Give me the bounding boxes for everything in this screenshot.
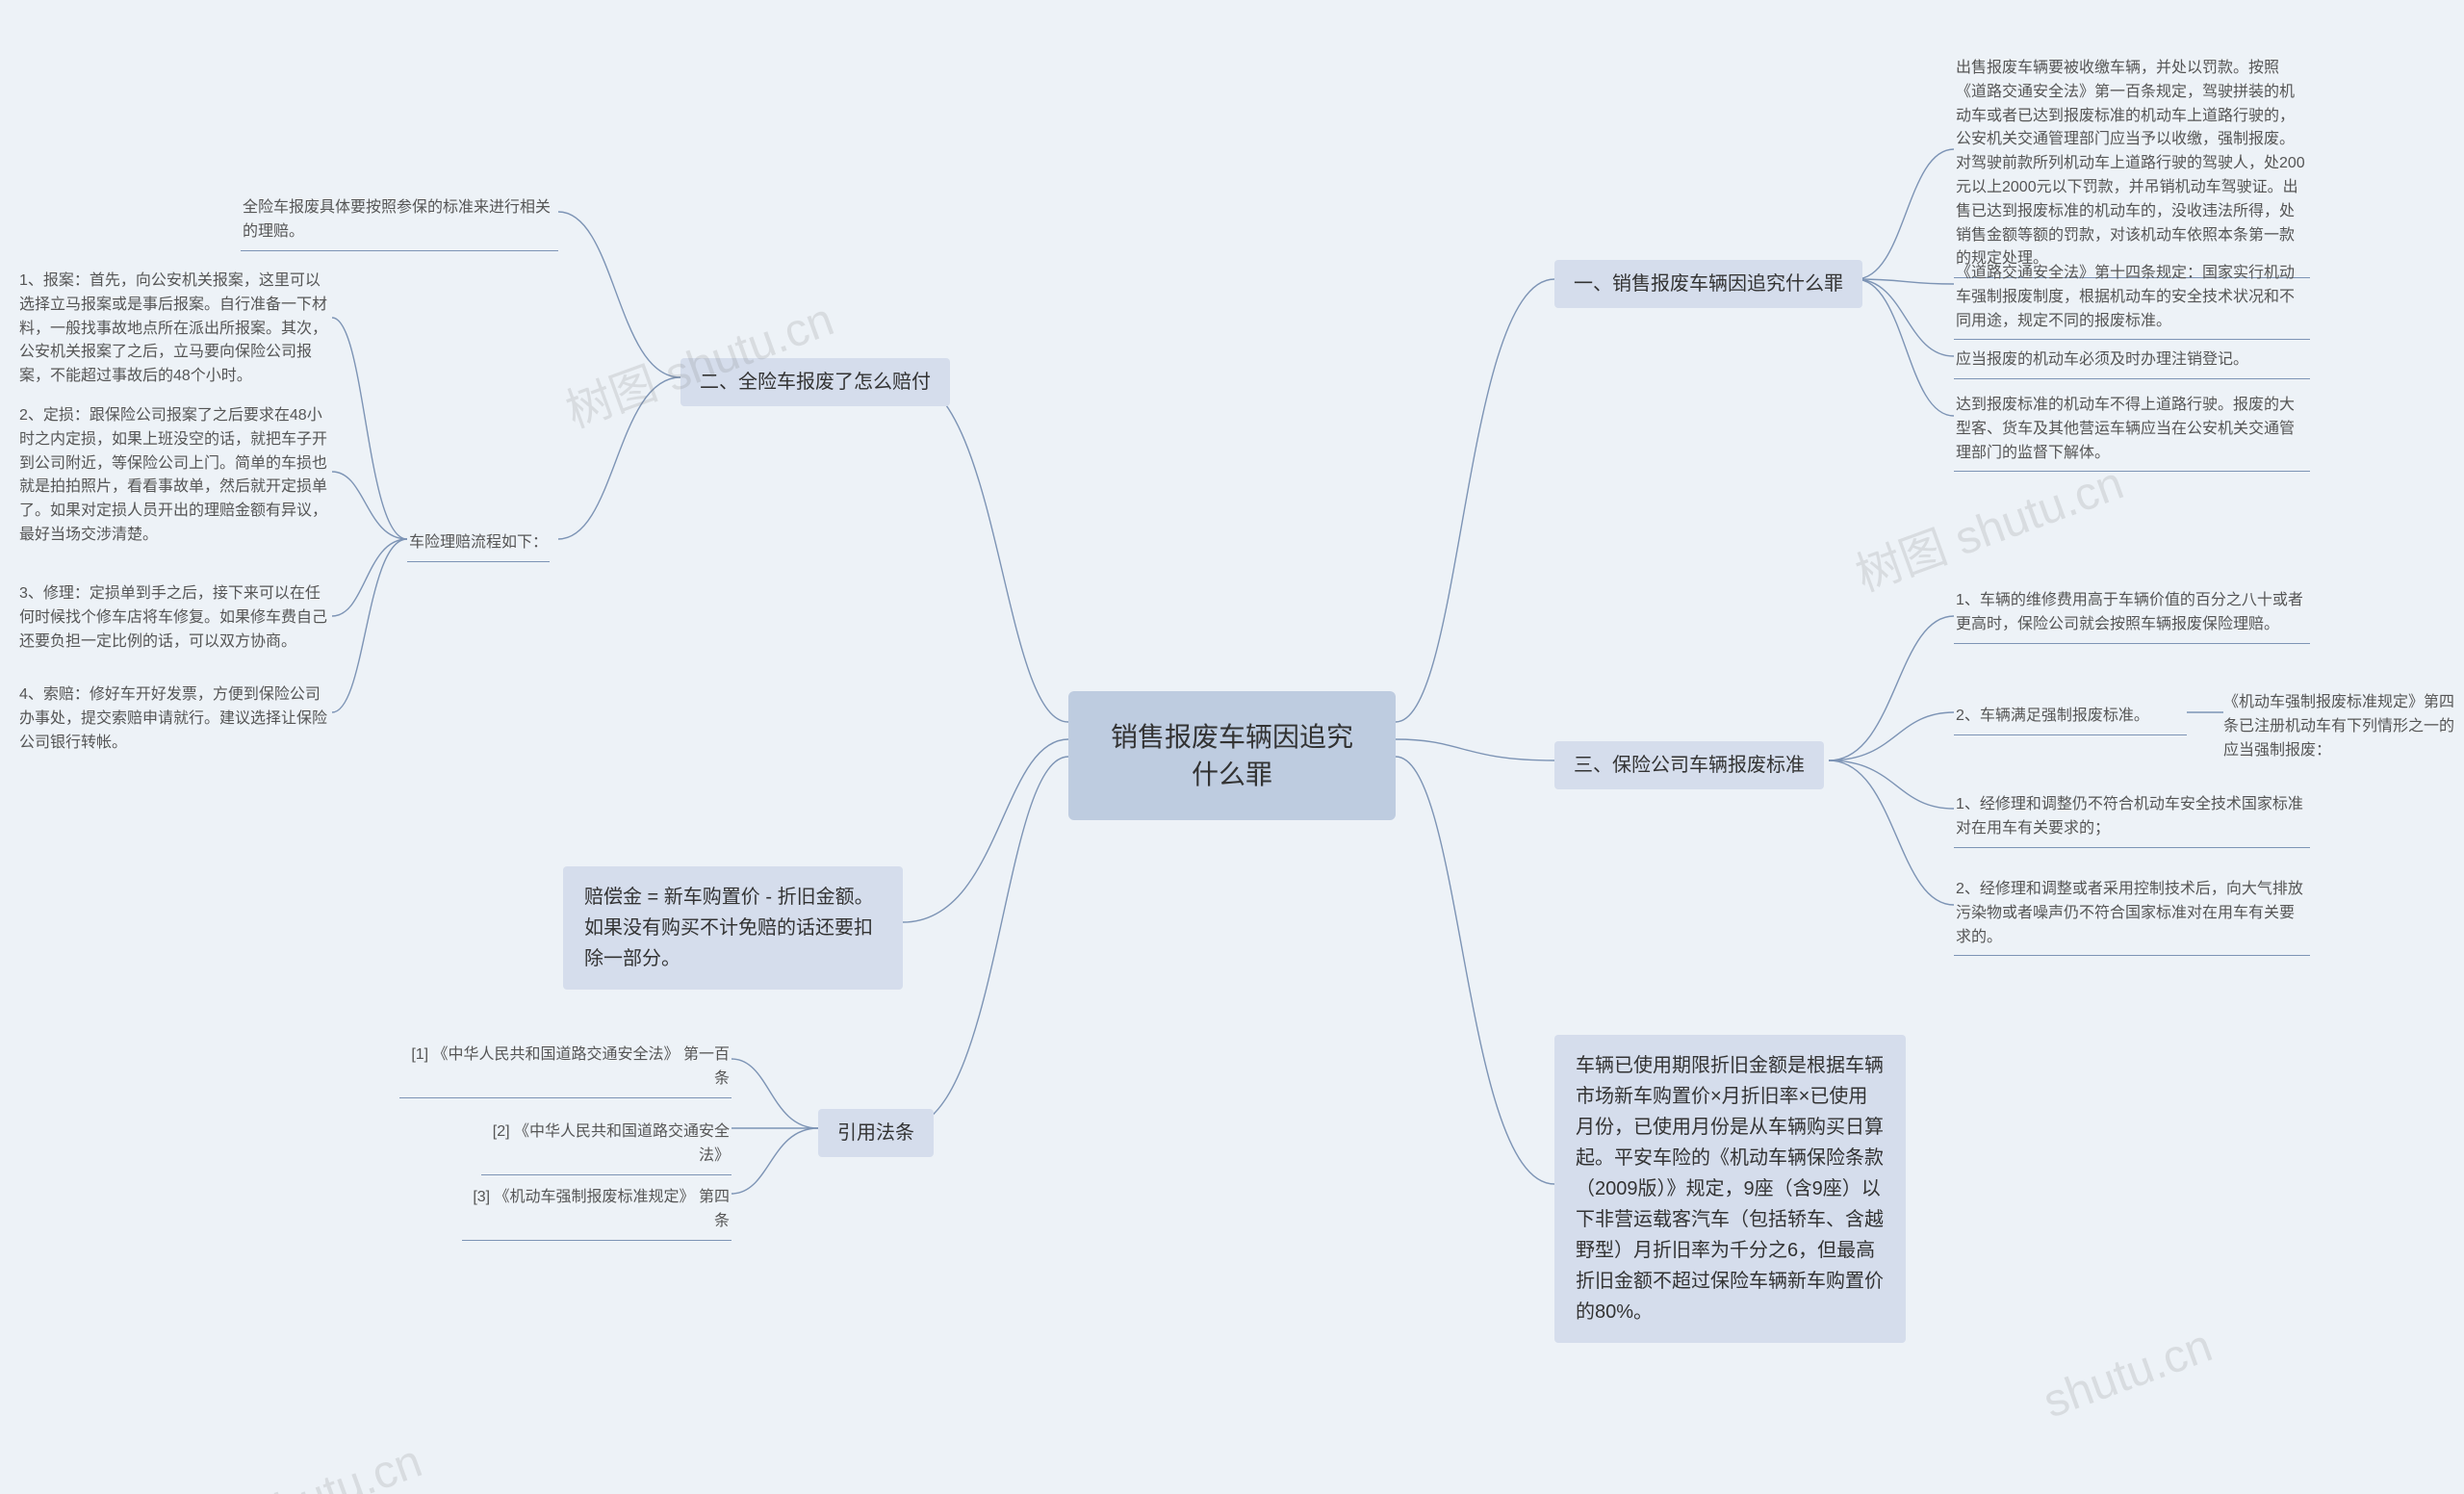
branch-1-leaf-0: 出售报废车辆要被收缴车辆，并处以罚款。按照《道路交通安全法》第一百条规定，驾驶拼…: [1954, 53, 2310, 278]
ref-item-0: [1] 《中华人民共和国道路交通安全法》 第一百条: [399, 1040, 732, 1098]
branch-2-flow-title: 车险理赔流程如下：: [407, 528, 550, 562]
watermark-2: shutu.cn: [2037, 1320, 2219, 1430]
branch-2-subtop: 全险车报废具体要按照参保的标准来进行相关的理赔。: [241, 193, 558, 251]
branch-1: 一、销售报废车辆因追究什么罪: [1554, 260, 1862, 308]
branch-1-leaf-2: 应当报废的机动车必须及时办理注销登记。: [1954, 345, 2310, 379]
branch-2-text: 二、全险车报废了怎么赔付: [700, 372, 931, 393]
branch-1-leaf-3: 达到报废标准的机动车不得上道路行驶。报废的大型客、货车及其他营运车辆应当在公安机…: [1954, 390, 2310, 472]
branch-2-flow-0: 1、报案：首先，向公安机关报案，这里可以选择立马报案或是事后报案。自行准备一下材…: [19, 270, 332, 389]
branch-3: 三、保险公司车辆报废标准: [1554, 741, 1824, 789]
branch-2: 二、全险车报废了怎么赔付: [680, 358, 950, 406]
ref-item-2: [3] 《机动车强制报废标准规定》 第四条: [462, 1182, 732, 1241]
ref-item-1: [2] 《中华人民共和国道路交通安全法》: [481, 1117, 732, 1175]
watermark-3: shutu.cn: [246, 1435, 428, 1494]
refs-text: 引用法条: [837, 1122, 914, 1144]
center-topic: 销售报废车辆因追究什么罪: [1068, 691, 1396, 820]
branch-3-sub-3: 1、经修理和调整仍不符合机动车安全技术国家标准对在用车有关要求的；: [1954, 789, 2310, 848]
branch-3-text: 三、保险公司车辆报废标准: [1574, 755, 1805, 776]
refs-branch: 引用法条: [818, 1109, 934, 1157]
branch-3-sub-4: 2、经修理和调整或者采用控制技术后，向大气排放污染物或者噪声仍不符合国家标准对在…: [1954, 874, 2310, 956]
branch-3-sub-2-leaf: 《机动车强制报废标准规定》第四条已注册机动车有下列情形之一的应当强制报废：: [2223, 691, 2454, 762]
branch-1-leaf-1: 《道路交通安全法》第十四条规定：国家实行机动车强制报废制度，根据机动车的安全技术…: [1954, 258, 2310, 340]
branch-3-sub-2: 2、车辆满足强制报废标准。: [1954, 701, 2187, 735]
center-topic-text: 销售报废车辆因追究什么罪: [1111, 722, 1353, 789]
right-extra-highlight: 车辆已使用期限折旧金额是根据车辆市场新车购置价×月折旧率×已使用月份，已使用月份…: [1554, 1035, 1906, 1343]
branch-3-sub-1: 1、车辆的维修费用高于车辆价值的百分之八十或者更高时，保险公司就会按照车辆报废保…: [1954, 585, 2310, 644]
branch-2-flow-1: 2、定损：跟保险公司报案了之后要求在48小时之内定损，如果上班没空的话，就把车子…: [19, 404, 332, 548]
left-compensation-highlight: 赔偿金 = 新车购置价 - 折旧金额。如果没有购买不计免赔的话还要扣除一部分。: [563, 866, 903, 990]
branch-2-flow-2: 3、修理：定损单到手之后，接下来可以在任何时候找个修车店将车修复。如果修车费自己…: [19, 582, 332, 654]
branch-1-text: 一、销售报废车辆因追究什么罪: [1574, 273, 1843, 295]
branch-2-flow-3: 4、索赔：修好车开好发票，方便到保险公司办事处，提交索赔申请就行。建议选择让保险…: [19, 683, 332, 755]
